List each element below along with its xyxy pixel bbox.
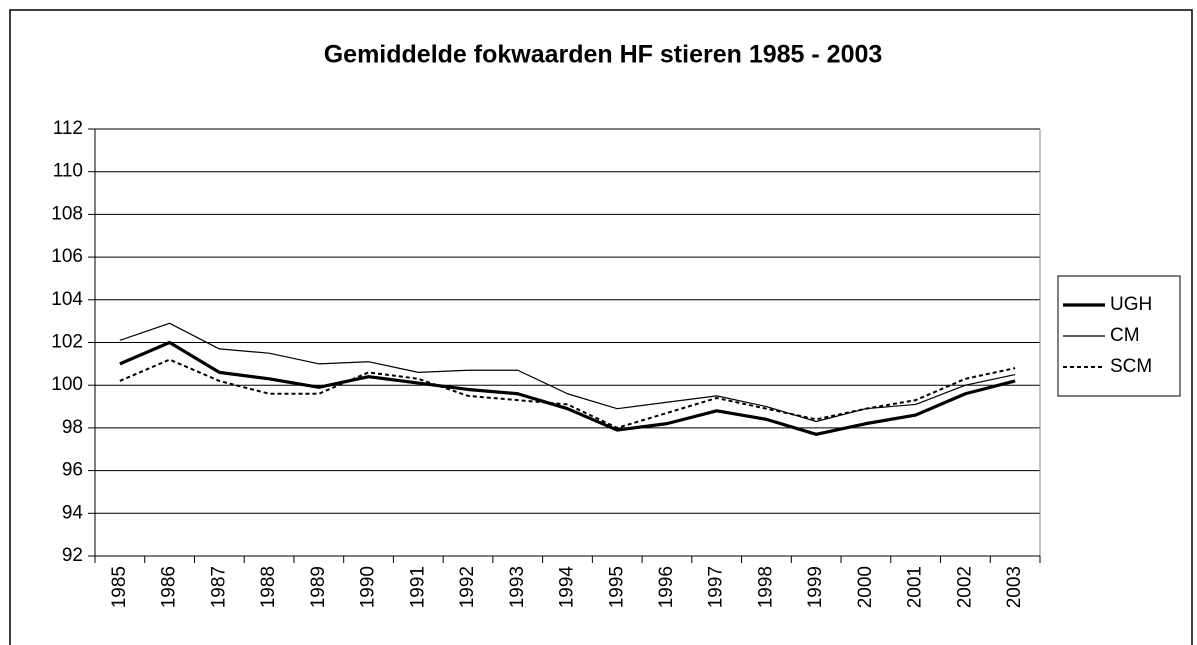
- x-tick-label: 1995: [606, 566, 627, 608]
- y-tick-label: 96: [62, 460, 83, 481]
- x-tick-label: 1987: [208, 566, 229, 608]
- x-tick-label: 1994: [557, 566, 578, 609]
- x-tick-label: 2001: [905, 566, 926, 608]
- x-tick-label: 1993: [507, 566, 528, 608]
- y-tick-label: 92: [62, 545, 83, 566]
- y-tick-label: 100: [51, 374, 83, 395]
- chart-title: Gemiddelde fokwaarden HF stieren 1985 - …: [324, 41, 883, 69]
- legend-label: UGH: [1110, 294, 1152, 315]
- x-tick-label: 1996: [656, 566, 677, 608]
- legend-label: CM: [1110, 325, 1140, 346]
- x-tick-label: 1997: [706, 566, 727, 608]
- series-line: [119, 358, 1016, 429]
- x-tick-label: 1990: [358, 566, 379, 608]
- x-tick-label: 1986: [159, 566, 180, 608]
- x-tick-label: 1991: [407, 566, 428, 608]
- y-tick-label: 110: [53, 161, 83, 182]
- y-tick-label: 98: [62, 417, 83, 438]
- x-tick-label: 2002: [954, 566, 975, 608]
- x-tick-label: 1998: [755, 566, 776, 608]
- y-tick-label: 112: [53, 118, 83, 139]
- series-line: [119, 340, 1016, 436]
- y-tick-label: 104: [51, 289, 83, 310]
- x-tick-label: 1989: [308, 566, 329, 608]
- x-tick-label: 2000: [855, 566, 876, 608]
- x-tick-label: 1985: [109, 566, 130, 608]
- y-tick-label: 108: [51, 203, 83, 224]
- y-tick-label: 106: [51, 246, 83, 267]
- y-tick-label: 94: [62, 502, 84, 523]
- x-tick-label: 1999: [805, 566, 826, 608]
- x-tick-label: 2003: [1004, 566, 1025, 608]
- y-tick-label: 102: [51, 332, 83, 353]
- x-tick-label: 1988: [258, 566, 279, 608]
- chart-border: [9, 9, 1193, 645]
- x-tick-label: 1992: [457, 566, 478, 608]
- legend-label: SCM: [1110, 356, 1152, 377]
